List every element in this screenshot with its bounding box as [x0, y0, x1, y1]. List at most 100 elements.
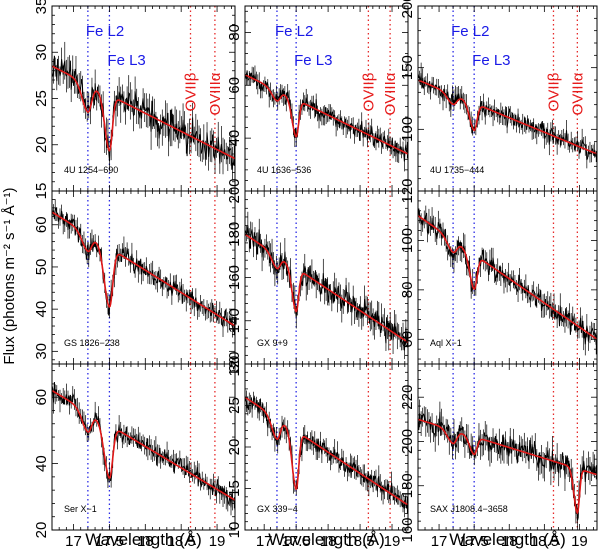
source-label: 4U 1735−444 [430, 165, 484, 175]
y-tick-label: 20 [33, 136, 50, 153]
x-tick-label: 18.5 [345, 533, 374, 550]
x-tick-label: 17 [431, 533, 448, 550]
x-tick-label: 18 [320, 533, 337, 550]
source-label: 4U 1254−690 [64, 165, 118, 175]
fe-l3-label: Fe L3 [472, 52, 510, 69]
y-tick-label: 25 [33, 90, 50, 107]
fe-l2-label: Fe L2 [451, 23, 489, 40]
x-axis-label: Wavelength (Å) [268, 530, 385, 549]
error-bars [52, 378, 235, 516]
x-tick-label: 17.5 [95, 533, 124, 550]
y-tick-label: 50 [33, 259, 50, 276]
fe-l2-label: Fe L2 [275, 23, 313, 40]
data-series [245, 225, 408, 351]
y-tick-label: 200 [226, 178, 243, 203]
model-series [245, 396, 408, 506]
source-label: GX 339−4 [257, 504, 298, 514]
y-tick-label: 10 [226, 522, 243, 539]
y-tick-label: 200 [399, 429, 416, 454]
panel-7: 17 17.5 18 18.5 19 Wavelength (Å) 20 40 60 Ser X−… [33, 363, 236, 550]
axes-frame [417, 363, 598, 531]
panel-2: 40 60 80 4U 1636−536 Fe L2 Fe L3 OVIIβ OVIIIα [226, 5, 409, 192]
y-tick-label: 60 [33, 216, 50, 233]
model-series [418, 215, 597, 340]
x-axis-label: Wavelength (Å) [85, 530, 202, 549]
plot-area [52, 191, 235, 364]
y-tick-label: 30 [226, 356, 243, 373]
x-tick-label: 19 [384, 533, 401, 550]
source-label: SAX J1808.4−3658 [430, 504, 508, 514]
y-tick-label: 60 [226, 77, 243, 94]
y-tick-label: 100 [399, 228, 416, 253]
plot-area [418, 6, 597, 191]
plot-area [245, 191, 408, 364]
y-tick-label: 80 [399, 282, 416, 299]
plot-area [418, 191, 597, 364]
ovii-beta-label: OVIIβ [183, 72, 200, 111]
data-series [418, 208, 597, 345]
y-tick-label: 80 [226, 24, 243, 41]
source-label: Ser X−1 [64, 504, 97, 514]
y-tick-label: 20 [33, 522, 50, 539]
y-tick-label: 220 [399, 385, 416, 410]
plot-area [418, 364, 597, 530]
y-tick-label: 180 [226, 222, 243, 247]
x-tick-label: 18.5 [530, 533, 559, 550]
y-tick-label: 30 [33, 343, 50, 360]
panel-9: 17 17.5 18 18.5 19 Wavelength (Å) 160 180 200 220… [399, 363, 598, 550]
model-series [52, 211, 235, 327]
model-series [52, 389, 235, 501]
source-label: GS 1826−238 [64, 338, 120, 348]
x-axis-label: Wavelength (Å) [449, 530, 566, 549]
data-series [418, 411, 597, 521]
panel-6: 60 80 100 120 Aql X−1 [399, 178, 598, 365]
y-tick-label: 160 [399, 517, 416, 542]
y-tick-label: 60 [33, 389, 50, 406]
x-tick-label: 17 [65, 533, 82, 550]
fe-l3-label: Fe L3 [107, 52, 145, 69]
x-tick-label: 19 [209, 533, 226, 550]
data-series [52, 55, 235, 170]
model-series [245, 233, 408, 344]
data-series [245, 395, 408, 509]
fe-l3-label: Fe L3 [294, 52, 332, 69]
y-axis-label: Flux (photons m⁻² s⁻¹ Å⁻¹) [1, 187, 18, 364]
y-tick-label: 140 [226, 308, 243, 333]
y-tick-label: 40 [33, 301, 50, 318]
y-tick-label: 150 [399, 55, 416, 80]
oviii-alpha-label: OVIIIα [382, 72, 399, 115]
model-series [418, 418, 597, 515]
panel-3: 100 150 200 4U 1735−444 Fe L2 Fe L3 OVIIβ OVIII… [399, 0, 598, 192]
fe-l2-label: Fe L2 [86, 23, 124, 40]
x-tick-label: 17 [256, 533, 273, 550]
oviii-alpha-label: OVIIIα [569, 72, 586, 115]
y-tick-label: 35 [33, 0, 50, 14]
source-label: 4U 1636−536 [257, 165, 311, 175]
axes-frame [51, 363, 236, 531]
plot-area [245, 6, 408, 191]
y-tick-label: 25 [226, 397, 243, 414]
ovii-beta-label: OVIIβ [360, 72, 377, 111]
y-tick-label: 100 [399, 117, 416, 142]
ovii-beta-label: OVIIβ [545, 72, 562, 111]
model-series [418, 79, 597, 155]
x-tick-label: 19 [571, 533, 588, 550]
y-tick-label: 120 [399, 178, 416, 203]
y-tick-label: 20 [226, 439, 243, 456]
source-label: GX 9+9 [257, 338, 288, 348]
y-tick-label: 40 [33, 455, 50, 472]
x-tick-label: 18 [137, 533, 154, 550]
oviii-alpha-label: OVIIIα [207, 72, 224, 115]
x-tick-label: 17.5 [282, 533, 311, 550]
y-tick-label: 200 [399, 0, 416, 19]
panel-4: 30 40 50 60 GS 1826−238 [33, 190, 236, 365]
y-tick-label: 180 [399, 473, 416, 498]
plot-area [245, 364, 408, 530]
y-tick-label: 15 [226, 480, 243, 497]
y-tick-label: 60 [399, 331, 416, 348]
source-label: Aql X−1 [430, 338, 462, 348]
model-series [245, 74, 408, 155]
